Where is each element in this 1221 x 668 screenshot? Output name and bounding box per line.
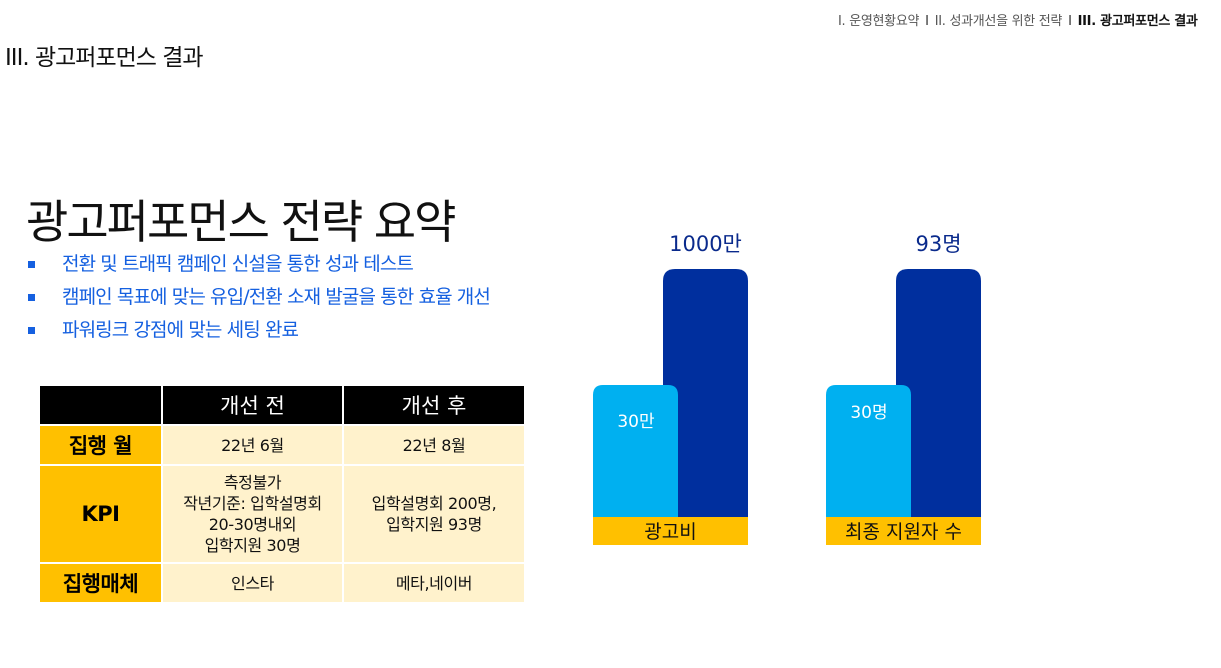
cell-after: 메타,네이버 bbox=[342, 562, 526, 604]
category-band bbox=[593, 517, 748, 545]
cell-line: 작년기준: 입학설명회 bbox=[183, 494, 322, 513]
breadcrumb-item[interactable]: I. 운영현황요약 bbox=[838, 14, 920, 29]
bullet-item: 전환 및 트래픽 캠페인 신설을 통한 성과 테스트 bbox=[28, 250, 490, 283]
table-header-after: 개선 후 bbox=[342, 384, 526, 426]
cell-line: 측정불가 bbox=[223, 473, 282, 492]
table-header-empty bbox=[38, 384, 163, 426]
bullet-list: 전환 및 트래픽 캠페인 신설을 통한 성과 테스트 캠페인 목표에 맞는 유입… bbox=[28, 250, 491, 349]
row-label: KPI bbox=[38, 464, 163, 564]
breadcrumb-item[interactable]: II. 성과개선을 위한 전략 bbox=[934, 14, 1063, 29]
cell-before: 22년 6월 bbox=[161, 424, 344, 466]
bar-before bbox=[593, 385, 678, 517]
cell-after: 입학설명회 200명, 입학지원 93명 bbox=[342, 464, 526, 564]
bullet-item: 캠페인 목표에 맞는 유입/전환 소재 발굴을 통한 효율 개선 bbox=[28, 283, 491, 316]
table-header-before: 개선 전 bbox=[161, 384, 344, 426]
page-title: III. 광고퍼포먼스 결과 bbox=[5, 45, 204, 71]
cell-after: 22년 8월 bbox=[342, 424, 526, 466]
category-band bbox=[826, 517, 981, 545]
cell-line: 20-30명내외 bbox=[208, 515, 297, 534]
value-label-before: 30만 bbox=[617, 412, 655, 432]
comparison-table: 개선 전 개선 후 집행 월 22년 6월 22년 8월 KPI 측정불가 작년… bbox=[38, 384, 526, 604]
cell-line: 입학지원 30명 bbox=[204, 536, 301, 555]
cell-line: 입학지원 93명 bbox=[386, 515, 482, 534]
bullet-marker bbox=[28, 294, 35, 301]
section-heading: 광고퍼포먼스 전략 요약 bbox=[26, 195, 456, 249]
table-row: KPI 측정불가 작년기준: 입학설명회 20-30명내외 입학지원 30명 입… bbox=[38, 464, 526, 564]
cell-before: 측정불가 작년기준: 입학설명회 20-30명내외 입학지원 30명 bbox=[161, 464, 344, 564]
table-row: 집행 월 22년 6월 22년 8월 bbox=[38, 424, 526, 466]
breadcrumb: I. 운영현황요약 I II. 성과개선을 위한 전략 I III. 광고퍼포먼스 결과 bbox=[838, 10, 1221, 29]
bullet-marker bbox=[28, 261, 35, 268]
cell-before: 인스타 bbox=[161, 562, 344, 604]
breadcrumb-separator: I bbox=[925, 14, 929, 29]
bullet-marker bbox=[28, 327, 35, 334]
row-label: 집행 월 bbox=[38, 424, 163, 466]
bar-after bbox=[663, 269, 748, 517]
breadcrumb-separator: I bbox=[1068, 14, 1072, 29]
breadcrumb-item-current[interactable]: III. 광고퍼포먼스 결과 bbox=[1077, 14, 1198, 29]
table-header-row: 개선 전 개선 후 bbox=[38, 384, 526, 426]
row-label: 집행매체 bbox=[38, 562, 163, 604]
bullet-text: 전환 및 트래픽 캠페인 신설을 통한 성과 테스트 bbox=[62, 253, 414, 275]
value-label-after: 1000만 bbox=[669, 232, 742, 256]
bar-after bbox=[896, 269, 981, 517]
bar-before bbox=[826, 385, 911, 517]
bullet-text: 파워링크 강점에 맞는 세팅 완료 bbox=[62, 319, 299, 341]
bullet-text: 캠페인 목표에 맞는 유입/전환 소재 발굴을 통한 효율 개선 bbox=[62, 286, 491, 308]
cell-line: 입학설명회 200명, bbox=[371, 494, 497, 513]
category-label: 광고비 bbox=[644, 521, 696, 543]
category-label: 최종 지원자 수 bbox=[845, 521, 962, 543]
value-label-before: 30명 bbox=[850, 403, 887, 423]
table-row: 집행매체 인스타 메타,네이버 bbox=[38, 562, 526, 604]
value-label-after: 93명 bbox=[915, 232, 961, 256]
bullet-item: 파워링크 강점에 맞는 세팅 완료 bbox=[28, 316, 490, 349]
